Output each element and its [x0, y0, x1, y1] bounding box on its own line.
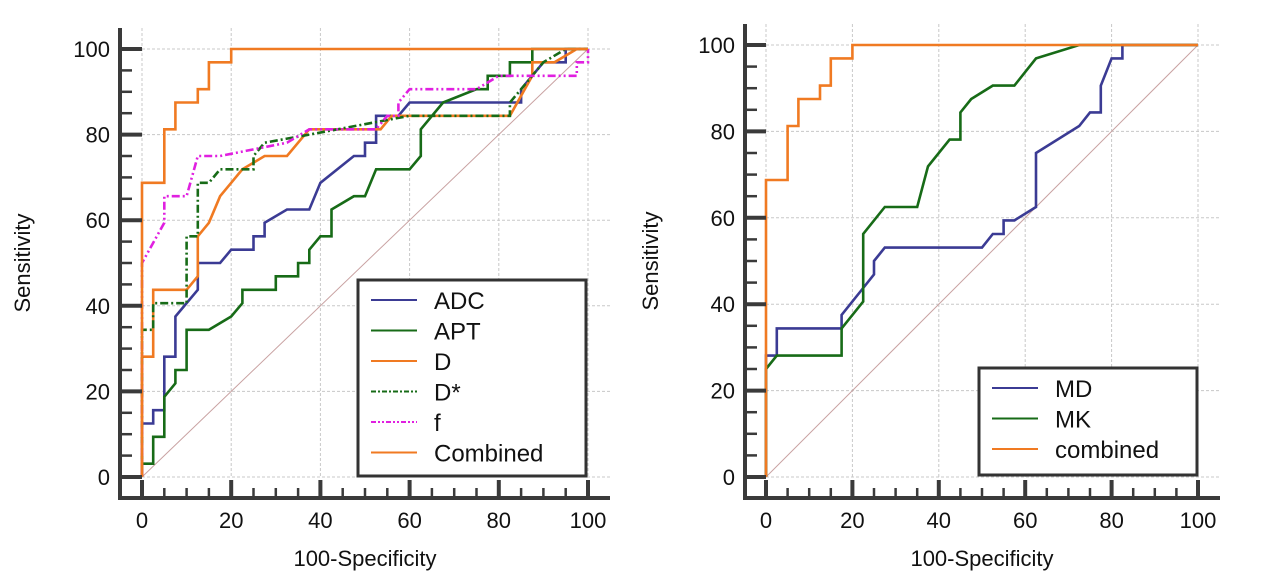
x-tick-label: 20 — [219, 508, 243, 533]
x-tick-label: 40 — [927, 508, 951, 533]
legend-label: D — [434, 349, 451, 376]
x-axis-title: 100-Specificity — [293, 546, 436, 571]
y-axis-title: Sensitivity — [638, 211, 663, 310]
x-tick-label: 80 — [1099, 508, 1123, 533]
roc-chart-2: 0 20 40 60 80 100 0 20 40 60 80 100 100-Specificity S… — [638, 24, 1220, 571]
y-tick-label: 0 — [98, 465, 110, 490]
legend-label: combined — [1055, 437, 1159, 464]
y-axis-title: Sensitivity — [10, 213, 35, 312]
x-tick-label: 40 — [308, 508, 332, 533]
y-tick-label: 60 — [711, 206, 735, 231]
series-line-combined — [140, 47, 588, 477]
x-tick-label: 0 — [136, 508, 148, 533]
series-line-mk — [764, 43, 1198, 477]
reference-diagonal — [141, 48, 589, 478]
x-tick-label: 60 — [1013, 508, 1037, 533]
y-tick-label: 40 — [86, 294, 110, 319]
y-tick-label: 20 — [86, 379, 110, 404]
reference-diagonal — [765, 44, 1199, 478]
legend: MD MK combined — [977, 366, 1199, 477]
y-tick-label: 60 — [86, 208, 110, 233]
legend-label: MK — [1055, 407, 1091, 434]
series-line-adc — [140, 47, 588, 477]
series-line-apt — [140, 47, 588, 477]
legend-label: APT — [434, 319, 481, 346]
series-line-d — [140, 47, 588, 477]
legend-label: D* — [434, 380, 461, 407]
legend-label: Combined — [434, 441, 543, 468]
legend-label: ADC — [434, 288, 485, 315]
y-tick-label: 40 — [711, 292, 735, 317]
legend-label: f — [434, 410, 441, 437]
y-tick-label: 100 — [698, 33, 735, 58]
legend-label: MD — [1055, 376, 1092, 403]
x-tick-label: 0 — [760, 508, 772, 533]
x-axis-title: 100-Specificity — [910, 546, 1053, 571]
x-tick-label: 20 — [840, 508, 864, 533]
x-tick-label: 100 — [570, 508, 607, 533]
legend-box — [977, 366, 1199, 477]
y-tick-label: 80 — [86, 123, 110, 148]
y-tick-label: 100 — [73, 37, 110, 62]
y-tick-label: 80 — [711, 119, 735, 144]
y-tick-label: 20 — [711, 379, 735, 404]
series-line-combined — [764, 43, 1198, 477]
roc-chart-1: 0 20 40 60 80 100 0 20 40 60 80 100 100-Specificity S… — [10, 28, 610, 571]
x-tick-label: 80 — [487, 508, 511, 533]
y-tick-label: 0 — [723, 465, 735, 490]
legend: ADC APT D D* f Combined — [356, 278, 588, 478]
x-tick-label: 60 — [397, 508, 421, 533]
series-line-f — [140, 49, 590, 477]
x-tick-label: 100 — [1180, 508, 1217, 533]
legend-box — [356, 278, 588, 478]
